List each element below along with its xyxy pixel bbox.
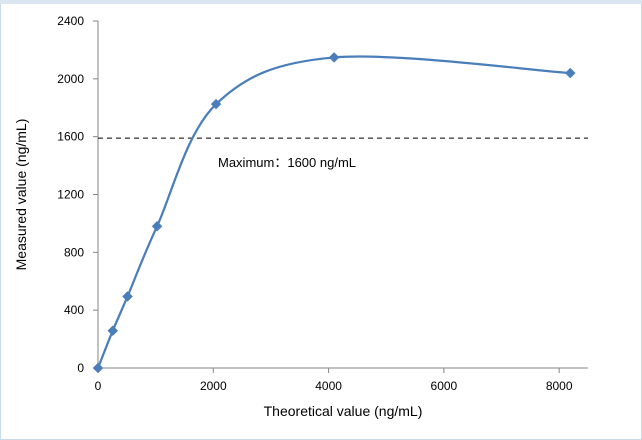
maximum-annotation: Maximum：1600 ng/mL <box>218 155 356 170</box>
data-point-marker <box>151 220 163 232</box>
x-tick-label: 4000 <box>315 379 342 393</box>
x-tick-label: 0 <box>95 379 102 393</box>
series-group <box>92 52 576 374</box>
axes <box>93 20 588 373</box>
y-tick-label: 0 <box>77 361 84 375</box>
y-tick-label: 1600 <box>57 130 84 144</box>
data-point-marker <box>328 52 340 63</box>
top-band <box>0 0 642 4</box>
data-point-marker <box>564 67 576 79</box>
data-point-marker <box>92 362 104 374</box>
x-axis-title: Theoretical value (ng/mL) <box>264 403 423 419</box>
y-axis-title: Measured value (ng/mL) <box>13 119 29 271</box>
y-tick-label: 1200 <box>57 188 84 202</box>
y-tick-label: 2000 <box>57 72 84 86</box>
y-tick-label: 800 <box>64 245 84 259</box>
data-point-marker <box>210 98 222 110</box>
y-tick-label: 2400 <box>57 14 84 28</box>
labels-group: 0 400 800 1200 1600 2000 2400 0 2000 4000 6000 8000 <box>57 14 573 393</box>
x-tick-label: 2000 <box>200 379 227 393</box>
x-tick-label: 6000 <box>431 379 458 393</box>
x-tick-label: 8000 <box>546 379 573 393</box>
series-line <box>96 55 571 369</box>
data-point-marker <box>122 291 133 302</box>
data-point-marker <box>107 325 119 337</box>
y-tick-label: 400 <box>64 303 84 317</box>
